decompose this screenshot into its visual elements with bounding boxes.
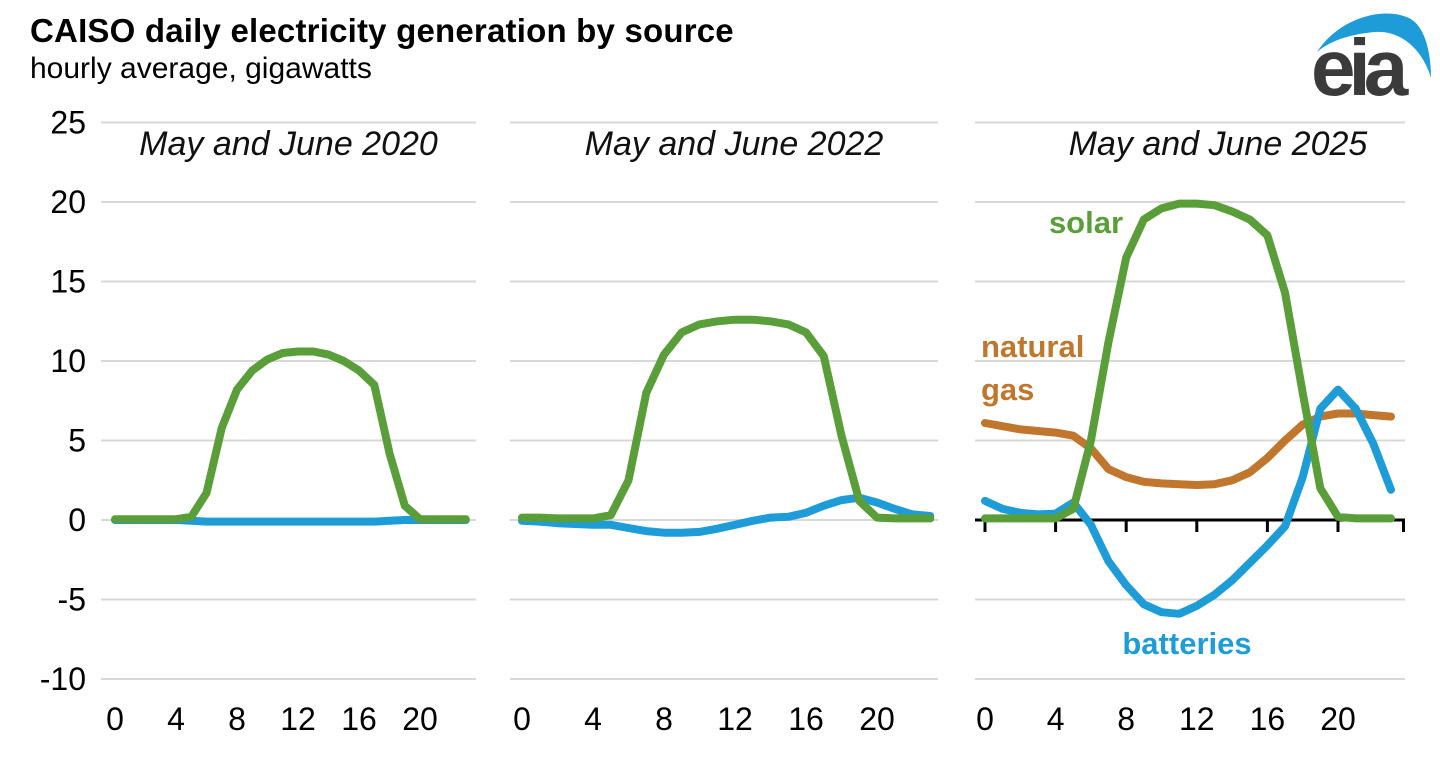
chart-header: CAISO daily electricity generation by so… — [30, 12, 734, 86]
x-axis-label-panel1-0: 0 — [106, 701, 124, 737]
y-axis-label-5: 5 — [68, 423, 86, 459]
eia-logo-swoosh-icon — [1317, 13, 1431, 78]
natural_gas-line-panel3 — [981, 409, 1395, 489]
solar-line-panel2 — [518, 315, 935, 523]
solar-series-label: solar — [1049, 205, 1123, 240]
x-axis-label-panel2-8: 8 — [655, 701, 673, 737]
x-axis-label-panel1-16: 16 — [341, 701, 377, 737]
chart-title: CAISO daily electricity generation by so… — [30, 12, 734, 49]
eia-logo: eia — [1295, 2, 1440, 112]
y-axis-label--5: -5 — [58, 582, 86, 618]
batteries-series-label: batteries — [1122, 626, 1251, 661]
y-axis-label-10: 10 — [50, 343, 86, 379]
eia-logo-text: eia — [1311, 23, 1409, 102]
x-axis-label-panel1-12: 12 — [280, 701, 316, 737]
x-axis-label-panel2-12: 12 — [717, 701, 753, 737]
y-axis-label--10: -10 — [40, 661, 86, 697]
x-axis-label-panel2-4: 4 — [584, 701, 602, 737]
panel-title-3: May and June 2025 — [1069, 125, 1368, 163]
y-axis-label-15: 15 — [50, 264, 86, 300]
panel-title-2: May and June 2022 — [585, 125, 884, 163]
y-axis-label-0: 0 — [68, 502, 86, 538]
x-axis-label-panel3-16: 16 — [1250, 701, 1286, 737]
panel-title-1: May and June 2020 — [139, 125, 438, 163]
x-axis-label-panel3-12: 12 — [1179, 701, 1215, 737]
solar-line-panel1 — [111, 347, 470, 524]
natural_gas-series-label-line2: gas — [981, 372, 1034, 407]
x-axis-label-panel3-4: 4 — [1047, 701, 1065, 737]
eia-logo-graphic: eia — [1311, 13, 1431, 112]
y-axis-label-20: 20 — [50, 184, 86, 220]
x-axis-label-panel3-8: 8 — [1117, 701, 1135, 737]
x-axis-label-panel3-0: 0 — [976, 701, 994, 737]
x-axis-label-panel1-8: 8 — [228, 701, 246, 737]
batteries-line-panel3 — [981, 385, 1395, 618]
x-axis-label-panel2-0: 0 — [513, 701, 531, 737]
x-axis-label-panel1-20: 20 — [402, 701, 438, 737]
chart-subtitle: hourly average, gigawatts — [30, 52, 372, 85]
x-axis-label-panel1-4: 4 — [167, 701, 185, 737]
solar-line-panel3 — [981, 199, 1395, 523]
x-axis-label-panel2-16: 16 — [788, 701, 824, 737]
x-axis-label-panel3-20: 20 — [1320, 701, 1356, 737]
natural_gas-series-label-line1: natural — [981, 329, 1084, 364]
x-axis-label-panel2-20: 20 — [859, 701, 895, 737]
y-axis-label-25: 25 — [50, 105, 86, 141]
